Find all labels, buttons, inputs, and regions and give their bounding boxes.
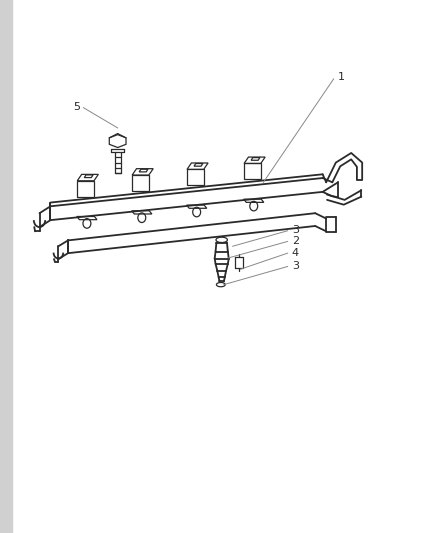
Text: 4: 4 xyxy=(291,248,298,257)
Text: 5: 5 xyxy=(73,102,80,111)
Bar xyxy=(0,0,12,533)
Text: 1: 1 xyxy=(337,72,344,82)
Text: 3: 3 xyxy=(291,225,298,235)
Text: 2: 2 xyxy=(291,236,298,246)
Text: 3: 3 xyxy=(291,261,298,271)
